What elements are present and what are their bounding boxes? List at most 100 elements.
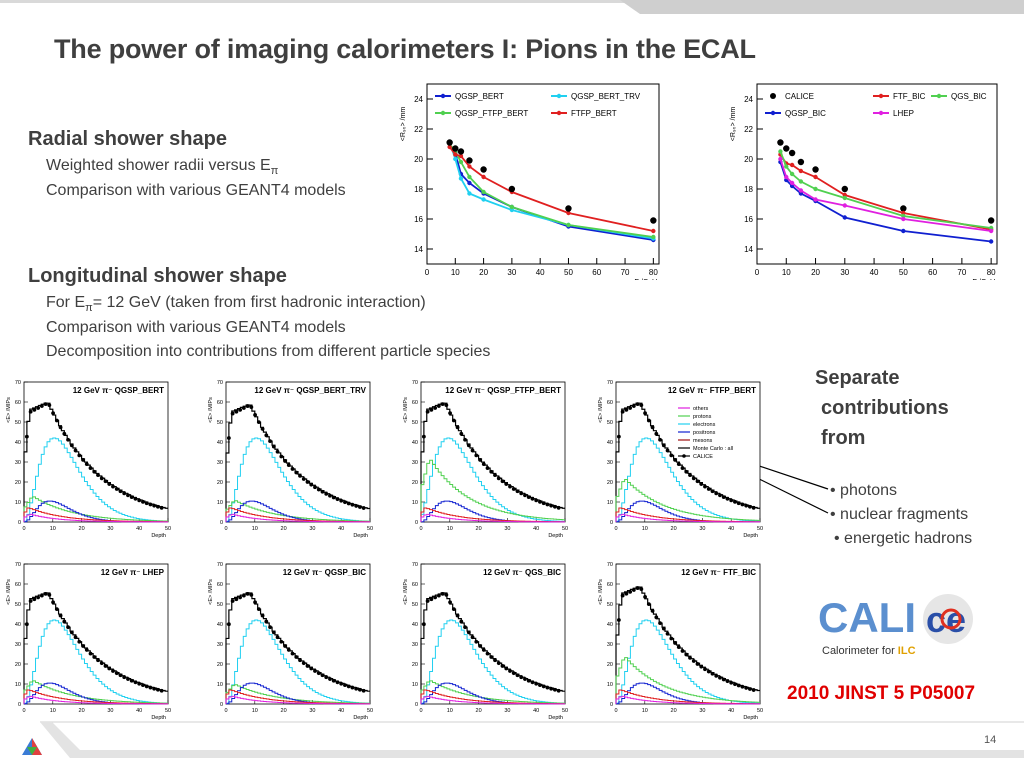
calice-data-point [39,593,44,598]
y-axis-label: <E> /MIPs [6,397,12,423]
calice-data-point [241,406,246,410]
calice-data-point [740,502,745,507]
data-point [778,156,783,162]
calice-data-point [328,493,332,498]
protons-histogram [420,680,565,704]
calice-data-point [646,418,651,423]
y-tick-label: 70 [217,380,223,386]
calice-data-point [275,635,280,640]
calice-data-point [493,473,497,478]
y-tick-label: 70 [15,380,21,386]
calice-data-point [658,437,662,442]
y-tick-label: 60 [412,400,418,406]
calice-data-point [279,639,284,644]
calice-data-point [290,651,295,656]
calice-data-point [451,418,456,423]
calice-data-point [665,631,670,636]
calice-data-point [144,501,149,506]
calice-data-point [58,425,63,430]
calice-data-point [549,686,554,691]
x-tick-label: 0 [425,268,430,277]
calice-data-point [624,407,629,412]
data-point [842,203,848,208]
x-tick-label: 10 [642,526,648,532]
calice-data-point [661,626,666,631]
calice-data-point [350,502,355,507]
legend-label: FTF_BIC [893,92,926,101]
panel-title: 12 GeV π⁻ QGSP_BIC [283,568,366,577]
legend-label: CALICE [693,454,713,460]
calice-data-point [654,615,659,620]
calice-data-point [62,431,67,436]
data-point [458,159,464,165]
calice-data-point [122,675,127,680]
y-tick-label: 20 [412,662,418,668]
calice-data-point [481,648,486,652]
calice-data-point [481,462,486,467]
calice-data-point [523,493,527,498]
slide-title: The power of imaging calorimeters I: Pio… [54,34,756,64]
x-tick-label: 0 [614,708,617,714]
calice-data-point [616,434,621,439]
x-tick-label: 10 [642,708,648,714]
calice-data-point [425,599,430,603]
calice-data-point [343,683,347,688]
panel-title: 12 GeV π⁻ QGSP_FTFP_BERT [445,386,561,395]
calice-data-point [725,679,730,684]
legend-marker [878,110,884,116]
calice-data-point [253,412,257,417]
calice-data-point [496,476,501,481]
calice-data-point [534,498,539,503]
electrons-histogram [225,619,370,704]
x-tick-label: 0 [22,708,25,714]
calice-data-point [900,205,907,212]
legend-marker [682,454,686,458]
x-tick-label: 20 [671,526,677,532]
calice-data-point [141,499,145,504]
calice-data-point [429,407,434,412]
calice-data-point [628,406,633,410]
x-tick-label: 10 [451,268,460,277]
data-point [842,215,848,220]
longitudinal-plot-qgsp-bert: 0 10 20 30 40 50 0 10 20 30 40 50 60 70 Depth <E> /MIPs… [6,380,171,539]
data-point [784,164,789,169]
data-point [458,153,464,159]
calice-data-point [661,443,666,448]
y-tick-label: 14 [744,245,753,254]
x-tick-label: 50 [367,526,373,532]
longitudinal-bullet-2: Comparison with various GEANT4 models [46,319,346,336]
y-tick-label: 50 [607,602,613,608]
data-point [901,216,906,222]
x-tick-label: 0 [22,526,25,532]
calice-data-point [433,595,438,600]
legend-marker [770,110,776,116]
y-axis-label: <R₉₀> /mm [400,107,407,142]
radial-bullet-1: Weighted shower radii versus Eπ [46,157,279,178]
data-point [447,144,452,150]
calice-data-point [654,431,659,436]
y-tick-label: 50 [217,420,223,426]
data-point [566,210,571,216]
plot-frame [420,563,566,705]
top-decoration-bar [0,0,1024,14]
legend-marker [556,93,562,99]
calice-data-point [478,644,482,648]
y-tick-label: 10 [607,682,613,688]
calice-data-point [126,493,130,498]
calice-data-point [264,433,269,438]
contribution-energetic-hadrons: • energetic hadrons [834,530,973,547]
calice-data-point [635,586,640,590]
calice-data-point [84,462,89,467]
calice-data-point [695,662,700,666]
calice-data-point [541,501,546,506]
y-tick-label: 10 [412,682,418,688]
calice-data-point [526,495,531,500]
data-point [798,168,804,174]
y-tick-label: 30 [412,642,418,648]
calice-data-point [628,589,633,594]
calice-data-point [294,470,299,475]
calice-data-point [309,482,314,487]
legend-label: Monte Carlo : all [693,446,733,452]
calice-data-point [103,664,108,668]
calice-data-point [354,504,359,508]
